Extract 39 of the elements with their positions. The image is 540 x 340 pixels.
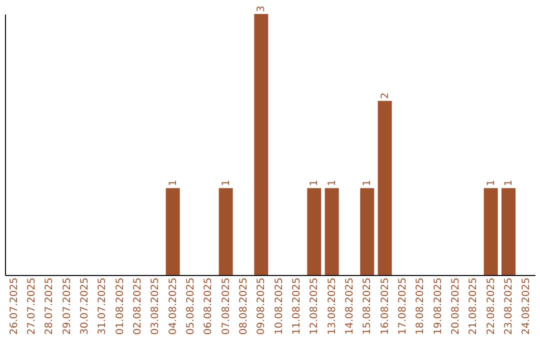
x-tick-label: 07.08.2025 <box>220 278 232 335</box>
x-tick-label: 17.08.2025 <box>398 278 408 335</box>
x-tick-label: 22.08.2025 <box>486 278 497 335</box>
x-tick-label: 03.08.2025 <box>150 278 162 335</box>
x-tick-label: 30.07.2025 <box>80 278 90 335</box>
x-tick-label: 19.08.2025 <box>432 278 444 335</box>
x-tick-label: 18.08.2025 <box>415 278 426 335</box>
x-tick-label: 21.08.2025 <box>468 278 480 335</box>
x-tick-label: 12.08.2025 <box>309 278 320 335</box>
x-tick-label: 08.08.2025 <box>238 278 250 335</box>
x-tick-label: 04.08.2025 <box>168 278 179 335</box>
text: 1 <box>168 180 179 186</box>
x-tick-label: 01.08.2025 <box>114 278 126 335</box>
x-tick-label: 09.08.2025 <box>256 278 268 335</box>
x-tick-label: 13.08.2025 <box>326 278 338 335</box>
text: 3 <box>256 6 268 12</box>
x-tick-label: 02.08.2025 <box>132 278 144 335</box>
x-tick-label: 31.07.2025 <box>97 278 108 335</box>
text: 1 <box>504 180 514 186</box>
x-tick-label: 27.07.2025 <box>26 278 38 335</box>
x-tick-label: 23.08.2025 <box>504 278 514 335</box>
x-tick-label: 29.07.2025 <box>62 278 73 335</box>
text: 1 <box>309 180 320 186</box>
x-tick-label: 26.07.2025 <box>8 278 20 335</box>
x-tick-label: 20.08.2025 <box>450 278 462 335</box>
x-tick-label: 24.08.2025 <box>521 278 532 335</box>
x-tick-label: 05.08.2025 <box>186 278 196 335</box>
x-tick-label: 14.08.2025 <box>344 278 356 335</box>
x-tick-label: 11.08.2025 <box>292 278 302 335</box>
x-tick-label: 06.08.2025 <box>203 278 214 335</box>
x-tick-label: 15.08.2025 <box>362 278 374 335</box>
text: 1 <box>486 180 497 186</box>
text: 2 <box>380 92 391 99</box>
x-tick-label: 10.08.2025 <box>274 278 285 335</box>
x-tick-label: 28.07.2025 <box>44 278 56 335</box>
text: 1 <box>326 180 338 186</box>
text: 1 <box>362 180 374 186</box>
x-tick-label: 16.08.2025 <box>380 278 391 335</box>
text: 1 <box>220 180 232 186</box>
